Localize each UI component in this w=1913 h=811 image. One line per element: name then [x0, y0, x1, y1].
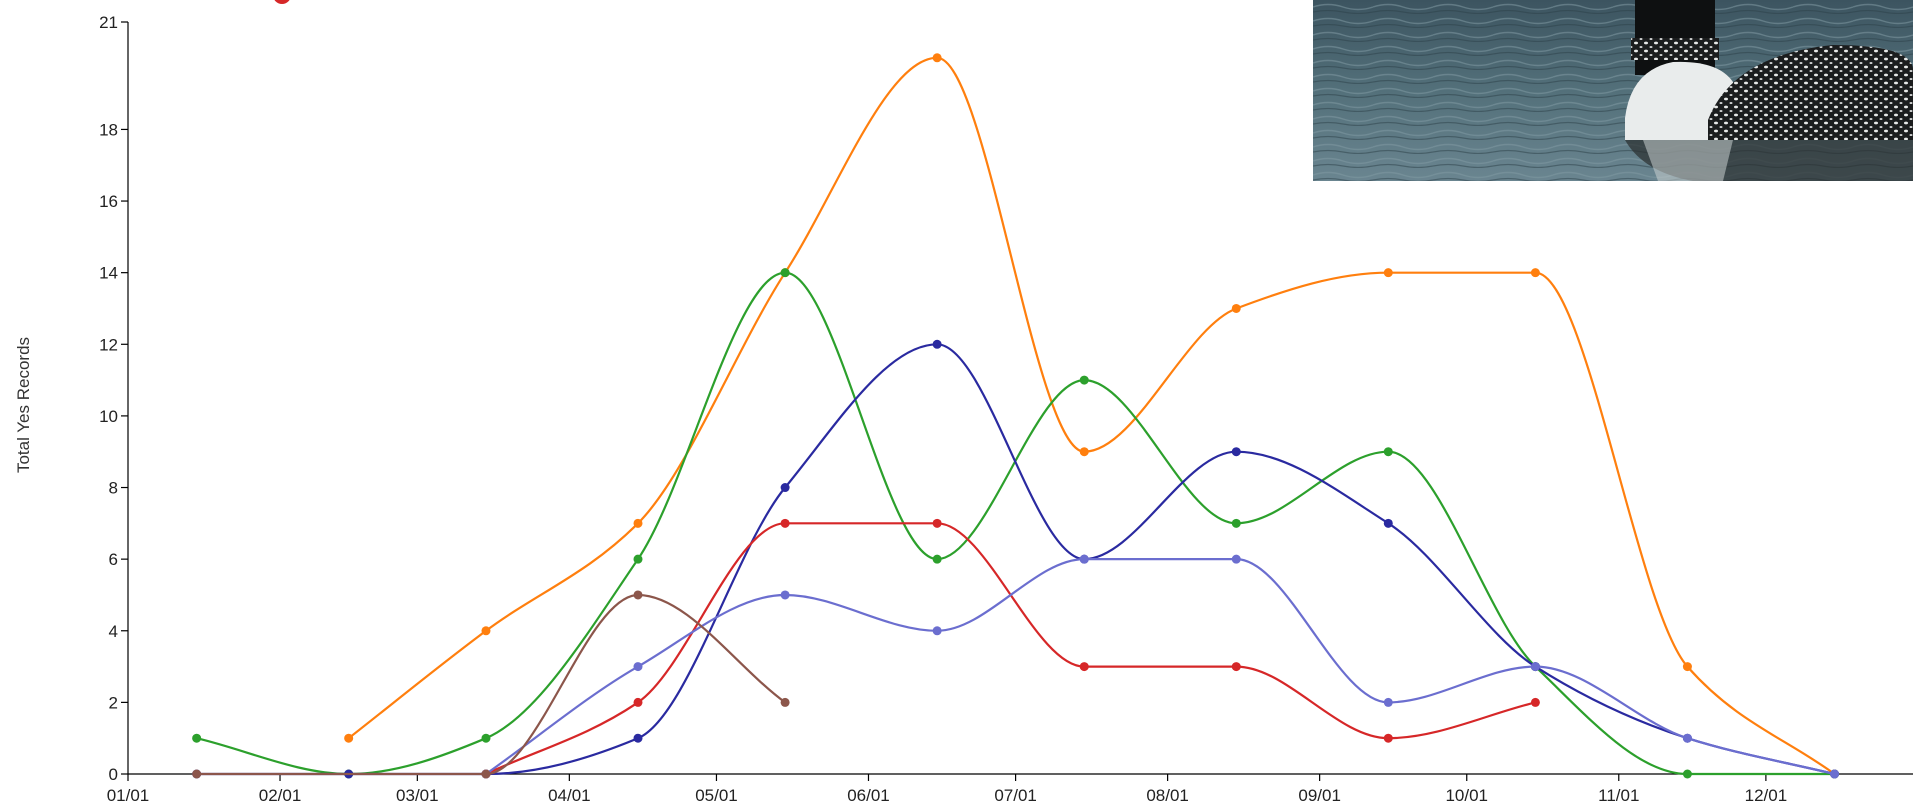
data-point	[481, 626, 491, 636]
data-point	[1383, 518, 1393, 528]
data-point	[1079, 554, 1089, 564]
x-tick-label: 12/01	[1745, 786, 1788, 805]
data-point	[633, 590, 643, 600]
y-tick-label: 18	[99, 120, 118, 139]
x-tick-label: 05/01	[695, 786, 738, 805]
data-point	[780, 697, 790, 707]
data-point	[1231, 554, 1241, 564]
x-tick-label: 06/01	[847, 786, 890, 805]
x-tick-label: 03/01	[396, 786, 439, 805]
series-line	[485, 557, 1835, 776]
data-point	[1530, 268, 1540, 278]
loon-photo	[1313, 0, 1913, 181]
x-tick-label: 02/01	[259, 786, 302, 805]
series-3	[481, 518, 1540, 779]
data-point	[1830, 769, 1840, 779]
series-line	[196, 343, 1835, 776]
series-group	[192, 53, 1840, 779]
data-point	[1383, 733, 1393, 743]
data-point	[633, 554, 643, 564]
y-tick-label: 2	[109, 693, 118, 712]
series-1	[192, 268, 1840, 779]
y-tick-label: 0	[109, 765, 118, 784]
data-point	[633, 697, 643, 707]
data-point	[1383, 447, 1393, 457]
y-tick-label: 14	[99, 264, 118, 283]
data-point	[1682, 769, 1692, 779]
axes: 0 2 4 6 8 10 12 14 16 18 21 01/01 02/01 03/01 04/01 05/…	[99, 13, 1913, 805]
series-2	[192, 339, 1840, 779]
y-tick-label: 16	[99, 192, 118, 211]
y-tick-label: 4	[109, 622, 118, 641]
data-point	[192, 769, 202, 779]
x-tick-label: 04/01	[548, 786, 591, 805]
data-point	[1383, 697, 1393, 707]
data-point	[1530, 697, 1540, 707]
data-point	[932, 339, 942, 349]
series-line	[485, 522, 1536, 775]
y-axis-title: Total Yes Records	[14, 337, 33, 473]
y-tick-label: 10	[99, 407, 118, 426]
data-point	[1079, 447, 1089, 457]
data-point	[932, 518, 942, 528]
data-point	[344, 733, 354, 743]
y-tick-label: 12	[99, 335, 118, 354]
data-point	[1231, 303, 1241, 313]
series-line	[196, 271, 1835, 776]
data-point	[633, 518, 643, 528]
data-point	[1079, 662, 1089, 672]
data-point	[633, 662, 643, 672]
legend-marker	[274, 0, 290, 4]
series-5	[192, 590, 790, 779]
x-tick-label: 09/01	[1298, 786, 1341, 805]
data-point	[932, 53, 942, 63]
data-point	[1383, 268, 1393, 278]
data-point	[192, 733, 202, 743]
data-point	[1231, 518, 1241, 528]
x-tick-label: 07/01	[994, 786, 1037, 805]
data-point	[1231, 662, 1241, 672]
data-point	[1231, 447, 1241, 457]
data-point	[633, 733, 643, 743]
data-point	[780, 268, 790, 278]
data-point	[1682, 662, 1692, 672]
data-point	[1682, 733, 1692, 743]
data-point	[481, 769, 491, 779]
y-tick-label: 21	[99, 13, 118, 32]
data-point	[780, 483, 790, 493]
x-tick-label: 08/01	[1146, 786, 1189, 805]
data-point	[481, 733, 491, 743]
legend	[274, 0, 290, 4]
data-point	[1079, 375, 1089, 385]
data-point	[932, 626, 942, 636]
data-point	[1530, 662, 1540, 672]
x-tick-label: 11/01	[1598, 786, 1639, 805]
data-point	[780, 518, 790, 528]
data-point	[932, 554, 942, 564]
data-point	[780, 590, 790, 600]
series-line	[196, 593, 786, 776]
series-4	[481, 554, 1840, 779]
y-tick-label: 8	[109, 479, 118, 498]
y-tick-label: 6	[109, 550, 118, 569]
x-tick-label: 10/01	[1445, 786, 1488, 805]
x-tick-label: 01/01	[107, 786, 150, 805]
